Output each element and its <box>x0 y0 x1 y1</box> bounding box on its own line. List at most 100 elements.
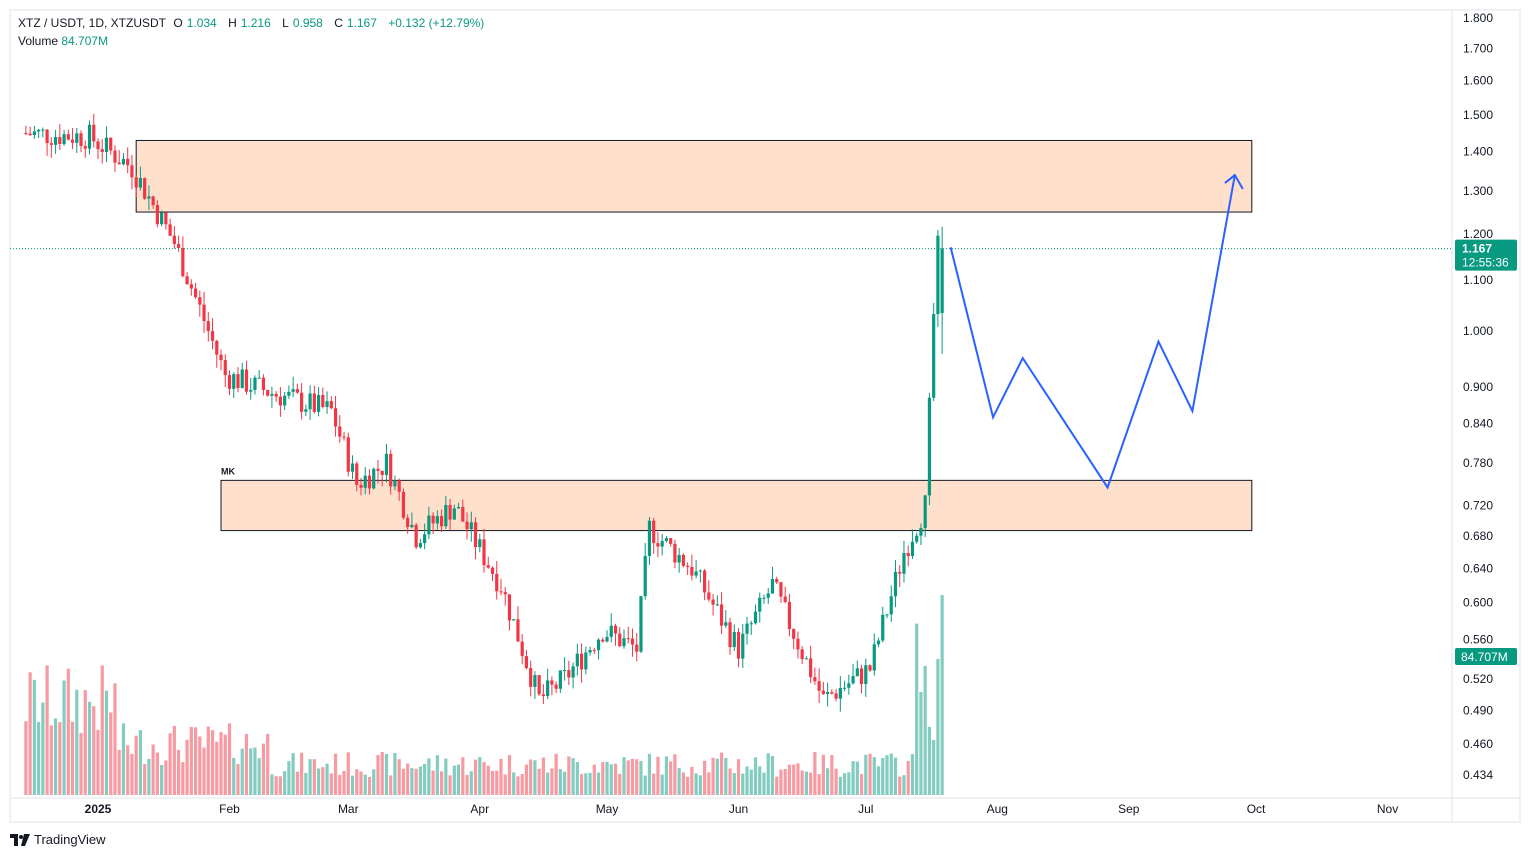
volume-bar <box>872 757 876 795</box>
candle-body <box>715 604 719 606</box>
candle-body <box>384 453 389 475</box>
x-tick-label: Oct <box>1247 802 1266 816</box>
candle-body <box>278 396 283 406</box>
candle-body <box>749 623 753 625</box>
candle-body <box>910 541 915 556</box>
volume-bar <box>677 768 681 795</box>
volume-bar <box>910 754 915 795</box>
volume-bar <box>516 776 520 795</box>
volume-bar <box>227 723 232 795</box>
volume-bar <box>24 721 28 795</box>
candle-body <box>406 517 410 528</box>
candle-body <box>885 614 889 616</box>
candle-body <box>121 158 126 165</box>
volume-bar <box>130 753 134 795</box>
candle-body <box>546 680 550 697</box>
volume-bar <box>804 771 809 795</box>
candle-body <box>401 491 406 518</box>
candle-body <box>758 597 762 612</box>
candle-body <box>126 158 130 166</box>
candle-body <box>113 150 117 163</box>
symbol-title[interactable]: XTZ / USDT, 1D, XTZUSDT <box>18 16 167 30</box>
brand[interactable]: TradingView <box>10 832 106 847</box>
candle-body <box>473 522 478 548</box>
candle-body <box>193 288 198 298</box>
volume-bar <box>249 748 253 795</box>
volume-bar <box>584 773 588 795</box>
y-tick-label: 1.300 <box>1463 184 1493 198</box>
volume-bar <box>223 734 227 795</box>
volume-bar <box>588 772 592 795</box>
volume-bar <box>181 762 185 795</box>
volume-bar <box>291 753 295 795</box>
candle-body <box>198 297 202 305</box>
volume-bar <box>104 690 109 795</box>
y-tick-label: 0.520 <box>1463 672 1493 686</box>
volume-bar <box>37 721 41 795</box>
candle-body <box>736 632 741 659</box>
volume-bar <box>558 769 562 795</box>
candle-body <box>851 676 855 684</box>
volume-bar <box>121 723 126 795</box>
candle-body <box>304 409 308 412</box>
candle-body <box>520 641 524 657</box>
volume-bar <box>635 759 639 795</box>
volume-bar <box>160 764 164 795</box>
y-tick-label: 1.400 <box>1463 145 1493 159</box>
volume-bar <box>766 753 770 795</box>
volume-bar <box>817 774 821 795</box>
candle-body <box>919 528 923 536</box>
candle-body <box>295 389 299 393</box>
volume-bar <box>193 727 198 795</box>
y-tick-label: 1.200 <box>1463 227 1493 241</box>
candle-body <box>389 453 393 487</box>
volume-bar <box>919 692 923 795</box>
volume-label[interactable]: Volume <box>18 34 59 48</box>
volume-bar <box>660 774 664 795</box>
volume-bar <box>92 706 96 795</box>
last-price-tag-bg <box>1455 239 1517 271</box>
volume-bar <box>274 776 278 795</box>
y-tick-label: 0.680 <box>1463 529 1493 543</box>
candle-body <box>516 619 520 642</box>
candle-body <box>596 639 601 651</box>
chart-border <box>9 9 1521 823</box>
x-tick-label: Feb <box>219 802 240 816</box>
volume-tag-value: 84.707M <box>1461 650 1508 664</box>
candle-body <box>541 694 546 697</box>
volume-tag-bg <box>1455 648 1517 665</box>
volume-bar <box>397 759 401 795</box>
projection-arrow-icon <box>1224 173 1244 190</box>
candle-body <box>579 653 584 670</box>
volume-bar <box>389 775 393 795</box>
volume-bar <box>96 729 100 795</box>
volume-legend: Volume 84.707M <box>18 34 108 48</box>
candle-body <box>618 633 622 647</box>
volume-bar <box>613 763 618 795</box>
candle-body <box>333 408 338 427</box>
volume-bar <box>321 767 325 795</box>
y-tick-label: 0.780 <box>1463 456 1493 470</box>
candle-body <box>698 570 702 572</box>
volume-bar <box>469 771 473 795</box>
candle-body <box>804 658 809 660</box>
volume-bar <box>210 730 215 795</box>
volume-bar <box>444 758 448 795</box>
volume-bar <box>308 759 312 795</box>
candle-body <box>24 133 28 135</box>
volume-bar <box>70 721 75 795</box>
volume-bar <box>75 689 79 795</box>
volume-bar <box>711 757 715 795</box>
candle-body <box>719 604 724 626</box>
volume-bar <box>482 762 486 795</box>
y-tick-label: 1.800 <box>1463 11 1493 25</box>
volume-bar <box>881 758 885 795</box>
volume-bar <box>681 772 685 795</box>
candle-body <box>609 625 613 637</box>
candle-body <box>724 622 728 626</box>
volume-bar <box>333 753 338 795</box>
candle-body <box>842 687 847 689</box>
volume-bar <box>503 774 507 795</box>
candle-body <box>350 463 355 472</box>
